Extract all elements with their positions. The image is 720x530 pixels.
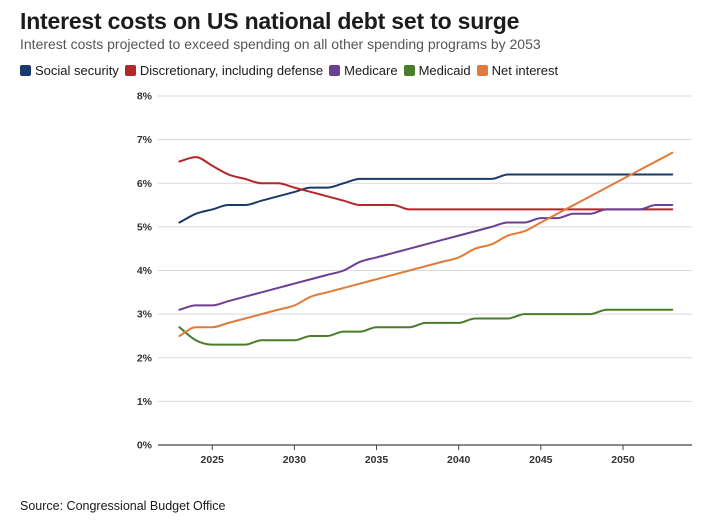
- x-tick-label: 2040: [447, 454, 471, 466]
- y-tick-label: 5%: [137, 221, 153, 233]
- chart-title: Interest costs on US national debt set t…: [20, 8, 520, 34]
- series-line-net-interest: [178, 151, 674, 337]
- x-tick-label: 2035: [365, 454, 389, 466]
- legend-swatch: [329, 65, 341, 76]
- source-note: Source: Congressional Budget Office: [20, 499, 226, 513]
- legend-label: Social security: [35, 63, 119, 78]
- legend-item: Discretionary, including defense: [124, 63, 324, 78]
- legend-label: Medicaid: [418, 63, 471, 78]
- y-tick-label: 8%: [137, 91, 153, 103]
- legend-item: Net interest: [476, 63, 559, 78]
- legend-label: Medicare: [344, 63, 398, 78]
- legend-label: Net interest: [491, 63, 559, 78]
- legend-item: Medicare: [329, 63, 398, 78]
- x-tick-label: 2045: [529, 454, 553, 466]
- chart-subtitle: Interest costs projected to exceed spend…: [20, 36, 541, 52]
- legend-label: Discretionary, including defense: [139, 63, 324, 78]
- legend-swatch: [124, 65, 136, 76]
- series-line-medicare: [178, 204, 674, 311]
- series-line-social-security: [178, 173, 674, 224]
- chart-legend: Social security Discretionary, including …: [20, 63, 564, 78]
- legend-swatch: [476, 65, 488, 76]
- y-tick-label: 0%: [137, 440, 153, 452]
- x-tick-label: 2050: [611, 454, 635, 466]
- series-line-medicaid: [178, 308, 674, 346]
- x-tick-label: 2030: [283, 454, 307, 466]
- y-tick-label: 3%: [137, 309, 153, 321]
- legend-item: Medicaid: [403, 63, 471, 78]
- x-tick-label: 2025: [201, 454, 225, 466]
- y-tick-label: 6%: [137, 178, 153, 190]
- series-line-discretionary-including-defense: [178, 156, 674, 211]
- y-tick-label: 2%: [137, 352, 153, 364]
- legend-swatch: [403, 65, 415, 76]
- legend-swatch: [20, 65, 31, 76]
- y-tick-label: 4%: [137, 265, 153, 277]
- legend-item: Social security: [20, 63, 119, 78]
- y-tick-label: 1%: [137, 396, 153, 408]
- y-tick-label: 7%: [137, 134, 153, 146]
